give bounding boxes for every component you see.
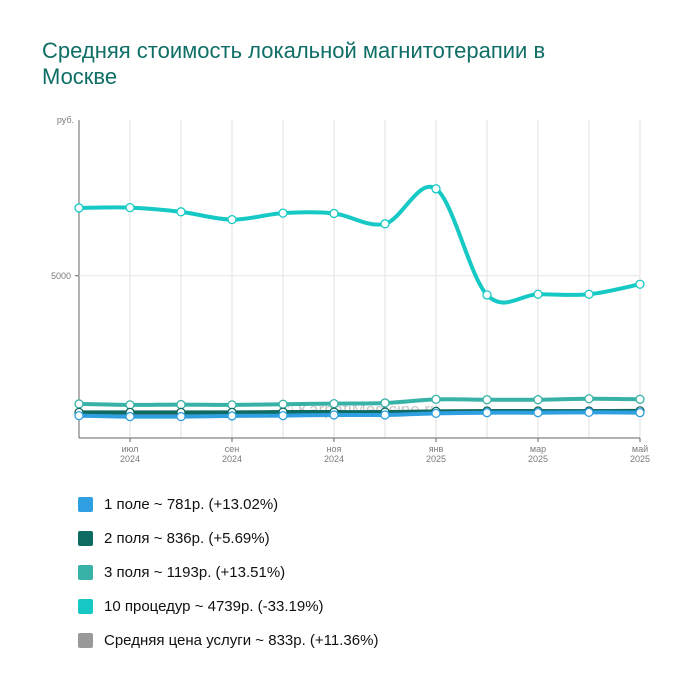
series-line-3	[77, 184, 642, 305]
x-tick-label: 2024	[324, 454, 344, 464]
x-tick-label: мар	[530, 444, 546, 454]
data-point[interactable]	[74, 203, 84, 213]
data-point[interactable]	[482, 395, 492, 405]
data-point[interactable]	[329, 410, 339, 420]
legend-item[interactable]: Средняя цена услуги ~ 833р. (+11.36%)	[78, 623, 378, 657]
data-point[interactable]	[278, 399, 288, 409]
legend-item[interactable]: 2 поля ~ 836р. (+5.69%)	[78, 521, 378, 555]
legend-swatch	[78, 530, 93, 546]
data-point[interactable]	[278, 208, 288, 218]
legend-swatch	[78, 632, 93, 648]
data-point[interactable]	[176, 411, 186, 422]
data-point[interactable]	[278, 410, 288, 421]
data-point[interactable]	[227, 400, 237, 410]
data-point[interactable]	[125, 411, 135, 422]
data-point[interactable]	[227, 411, 237, 421]
data-point[interactable]	[431, 184, 441, 194]
data-point[interactable]	[533, 395, 543, 405]
data-point[interactable]	[431, 408, 441, 418]
data-point[interactable]	[329, 208, 339, 219]
data-point[interactable]	[74, 410, 84, 421]
data-point[interactable]	[227, 214, 237, 225]
y-tick-label: 5000	[51, 271, 71, 281]
legend-label: 3 поля ~ 1193р. (+13.51%)	[104, 563, 286, 581]
line-chart: руб.5000июл2024сен2024ноя2024янв2025мар2…	[51, 115, 650, 464]
legend-label: 10 процедур ~ 4739р. (-33.19%)	[104, 597, 324, 615]
x-tick-label: 2025	[426, 454, 446, 464]
data-point[interactable]	[380, 219, 390, 229]
data-point[interactable]	[635, 408, 645, 418]
data-point[interactable]	[329, 398, 339, 409]
x-tick-label: ноя	[327, 444, 342, 454]
legend-label: 1 поле ~ 781р. (+13.02%)	[104, 495, 279, 513]
x-tick-label: янв	[429, 444, 444, 454]
x-tick-label: июл	[122, 444, 139, 454]
data-point[interactable]	[584, 394, 594, 404]
legend-swatch	[78, 598, 93, 614]
data-point[interactable]	[380, 398, 390, 408]
data-point[interactable]	[635, 394, 645, 404]
data-point[interactable]	[584, 289, 594, 299]
x-tick-label: май	[632, 444, 648, 454]
data-point[interactable]	[533, 289, 543, 299]
x-tick-label: 2025	[528, 454, 548, 464]
chart-title: Средняя стоимость локальной магнитотерап…	[42, 38, 546, 89]
data-point[interactable]	[125, 400, 135, 410]
x-tick-label: 2025	[630, 454, 650, 464]
x-tick-label: сен	[225, 444, 240, 454]
data-point[interactable]	[74, 399, 84, 409]
data-point[interactable]	[635, 279, 645, 289]
data-point[interactable]	[584, 407, 594, 418]
data-point[interactable]	[125, 202, 135, 213]
data-point[interactable]	[380, 410, 390, 420]
data-point[interactable]	[176, 399, 186, 410]
legend-label: Средняя цена услуги ~ 833р. (+11.36%)	[104, 631, 379, 649]
legend-item[interactable]: 3 поля ~ 1193р. (+13.51%)	[78, 555, 378, 589]
data-point[interactable]	[482, 408, 492, 418]
x-tick-label: 2024	[120, 454, 140, 464]
legend-label: 2 поля ~ 836р. (+5.69%)	[104, 529, 270, 547]
data-point[interactable]	[431, 394, 441, 405]
data-point[interactable]	[176, 207, 186, 217]
legend-swatch	[78, 564, 93, 580]
data-point[interactable]	[482, 290, 492, 300]
data-point[interactable]	[533, 408, 543, 418]
legend-swatch	[78, 496, 93, 512]
y-unit-label: руб.	[57, 115, 74, 125]
chart-legend: 1 поле ~ 781р. (+13.02%) 2 поля ~ 836р. (…	[78, 487, 378, 657]
legend-item[interactable]: 10 процедур ~ 4739р. (-33.19%)	[78, 589, 378, 623]
x-tick-label: 2024	[222, 454, 242, 464]
legend-item[interactable]: 1 поле ~ 781р. (+13.02%)	[78, 487, 378, 521]
